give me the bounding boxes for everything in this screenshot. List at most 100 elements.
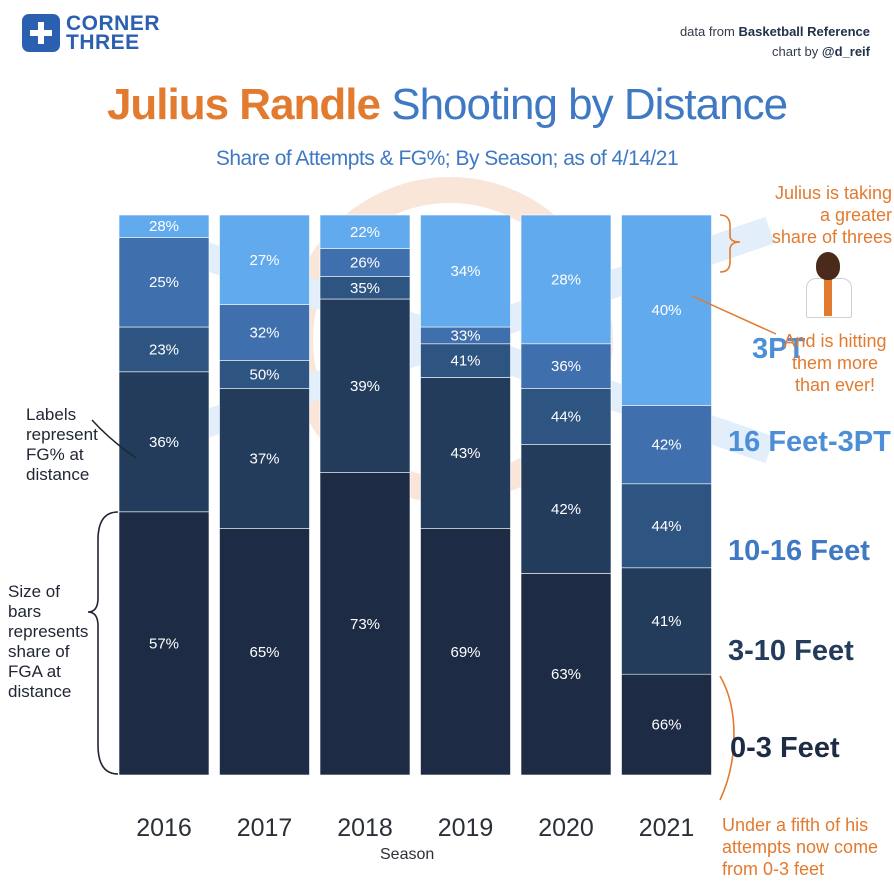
- bar-segment-10-16-feet-2016: [118, 326, 210, 373]
- threes-note-line: a greater: [819, 205, 892, 225]
- x-tick-label-2019: 2019: [438, 814, 494, 842]
- bar-segment-0-3-feet-2018: [319, 472, 411, 776]
- bar-segment-10-16-feet-2021: [621, 483, 712, 569]
- fg-label-10-16-feet-2017: 50%: [249, 367, 279, 384]
- author-handle: @d_reif: [821, 44, 870, 59]
- labels-note-line: represent: [26, 425, 98, 444]
- bar-segment-16-feet-3pt-2021: [621, 405, 712, 485]
- bar-segment-3pt-2019: [420, 214, 511, 328]
- fifth-note-line: Under a fifth of his: [722, 815, 869, 835]
- x-tick-label-2017: 2017: [237, 814, 293, 842]
- size-note-line: Size of: [8, 582, 60, 601]
- fg-label-10-16-feet-2018: 35%: [350, 280, 380, 297]
- fg-label-3pt-2021: 40%: [651, 302, 681, 319]
- category-label-3-10: 3-10 Feet: [728, 635, 854, 667]
- fifth-note-line: from 0-3 feet: [722, 859, 825, 879]
- bar-segment-16-feet-3pt-2018: [319, 248, 411, 277]
- fg-label-10-16-feet-2020: 44%: [551, 409, 581, 426]
- hitting-note-line: than ever!: [794, 375, 876, 395]
- category-label-0-3: 0-3 Feet: [730, 732, 840, 764]
- bar-segment-0-3-feet-2020: [520, 573, 612, 776]
- brand-line-2: THREE: [66, 31, 140, 54]
- hitting-note-line: And is hitting: [783, 331, 887, 351]
- bar-segment-16-feet-3pt-2020: [520, 343, 612, 389]
- x-axis-title: Season: [380, 846, 435, 863]
- source-name: Basketball Reference: [738, 24, 870, 39]
- credits: data from Basketball Reference chart by …: [680, 22, 870, 62]
- bar-segment-3-10-feet-2017: [219, 388, 310, 529]
- threes-note: Julius is taking a greater share of thre…: [756, 182, 892, 248]
- size-note-line: FGA at: [8, 662, 61, 681]
- fg-label-3pt-2019: 34%: [450, 263, 480, 280]
- bar-segment-3-10-feet-2021: [621, 567, 712, 675]
- bar-segment-16-feet-3pt-2017: [219, 304, 310, 361]
- size-note-line: represents: [8, 622, 89, 641]
- player-photo: [806, 252, 852, 318]
- bar-segment-10-16-feet-2019: [420, 343, 511, 378]
- corner-three-logo-icon: [22, 14, 60, 52]
- labels-note: Labels represent FG% at distance: [26, 405, 98, 485]
- fg-label-3pt-2017: 27%: [249, 252, 279, 269]
- fg-label-3-10-feet-2016: 36%: [149, 434, 179, 451]
- x-tick-label-2016: 2016: [136, 814, 192, 842]
- brand-logo: CORNER THREE: [22, 12, 161, 54]
- fifth-note-brace: [719, 675, 735, 801]
- bar-segment-16-feet-3pt-2016: [118, 237, 210, 328]
- fg-label-3-10-feet-2021: 41%: [651, 613, 681, 630]
- fg-label-16-feet-3pt-2017: 32%: [249, 325, 279, 342]
- threes-note-line: share of threes: [771, 227, 892, 247]
- bar-segment-3pt-2020: [520, 214, 612, 345]
- brand-name: CORNER THREE: [66, 12, 161, 54]
- fg-label-0-3-feet-2016: 57%: [149, 635, 179, 652]
- fg-label-3-10-feet-2020: 42%: [551, 501, 581, 518]
- size-note-brace: [87, 511, 119, 775]
- threes-note-line: Julius is taking: [774, 183, 892, 203]
- fg-label-3pt-2016: 28%: [149, 218, 179, 235]
- bar-segment-10-16-feet-2017: [219, 360, 310, 389]
- bar-segment-3pt-2021: [621, 214, 712, 406]
- source-credit: data from Basketball Reference: [680, 22, 870, 42]
- fg-label-16-feet-3pt-2019: 33%: [450, 327, 480, 344]
- bar-segment-3pt-2017: [219, 214, 310, 305]
- title-rest: Shooting by Distance: [380, 80, 788, 129]
- bar-segment-0-3-feet-2016: [118, 511, 210, 776]
- hitting-note-line: them more: [791, 353, 879, 373]
- bar-segment-3-10-feet-2016: [118, 371, 210, 513]
- chart-title: Julius Randle Shooting by Distance: [0, 80, 894, 130]
- fg-label-16-feet-3pt-2016: 25%: [149, 274, 179, 291]
- size-note: Size of bars represents share of FGA at …: [8, 582, 88, 702]
- fg-label-0-3-feet-2019: 69%: [450, 644, 480, 661]
- fg-label-10-16-feet-2016: 23%: [149, 341, 179, 358]
- labels-note-arrow: [91, 419, 137, 459]
- bar-segment-0-3-feet-2019: [420, 528, 511, 776]
- fg-label-3pt-2018: 22%: [350, 224, 380, 241]
- size-note-line: bars: [8, 602, 42, 621]
- labels-note-line: FG% at: [26, 445, 84, 464]
- x-tick-label-2020: 2020: [538, 814, 594, 842]
- hitting-note: And is hitting them more than ever!: [780, 330, 890, 396]
- author-credit: chart by @d_reif: [680, 42, 870, 62]
- threes-note-brace: [719, 214, 741, 273]
- bar-segment-3-10-feet-2019: [420, 377, 511, 529]
- category-label-16-3pt: 16 Feet-3PT: [728, 426, 891, 458]
- fg-label-0-3-feet-2018: 73%: [350, 616, 380, 633]
- fg-label-10-16-feet-2021: 44%: [651, 518, 681, 535]
- size-note-line: distance: [8, 682, 72, 701]
- fg-label-0-3-feet-2017: 65%: [249, 644, 279, 661]
- fg-label-3-10-feet-2019: 43%: [450, 445, 480, 462]
- player-jersey-stripe: [824, 278, 832, 316]
- hitting-note-arrow: [691, 295, 777, 335]
- brand-line-1: CORNER: [66, 12, 161, 35]
- fg-label-0-3-feet-2021: 66%: [651, 717, 681, 734]
- fg-label-16-feet-3pt-2020: 36%: [551, 358, 581, 375]
- x-tick-label-2018: 2018: [337, 814, 393, 842]
- x-tick-label-2021: 2021: [639, 814, 695, 842]
- fg-label-16-feet-3pt-2021: 42%: [651, 437, 681, 454]
- fifth-note-line: attempts now come: [722, 837, 879, 857]
- fg-label-3pt-2020: 28%: [551, 271, 581, 288]
- bar-segment-3-10-feet-2018: [319, 298, 411, 473]
- title-player-name: Julius Randle: [106, 80, 381, 129]
- labels-note-line: Labels: [26, 405, 77, 424]
